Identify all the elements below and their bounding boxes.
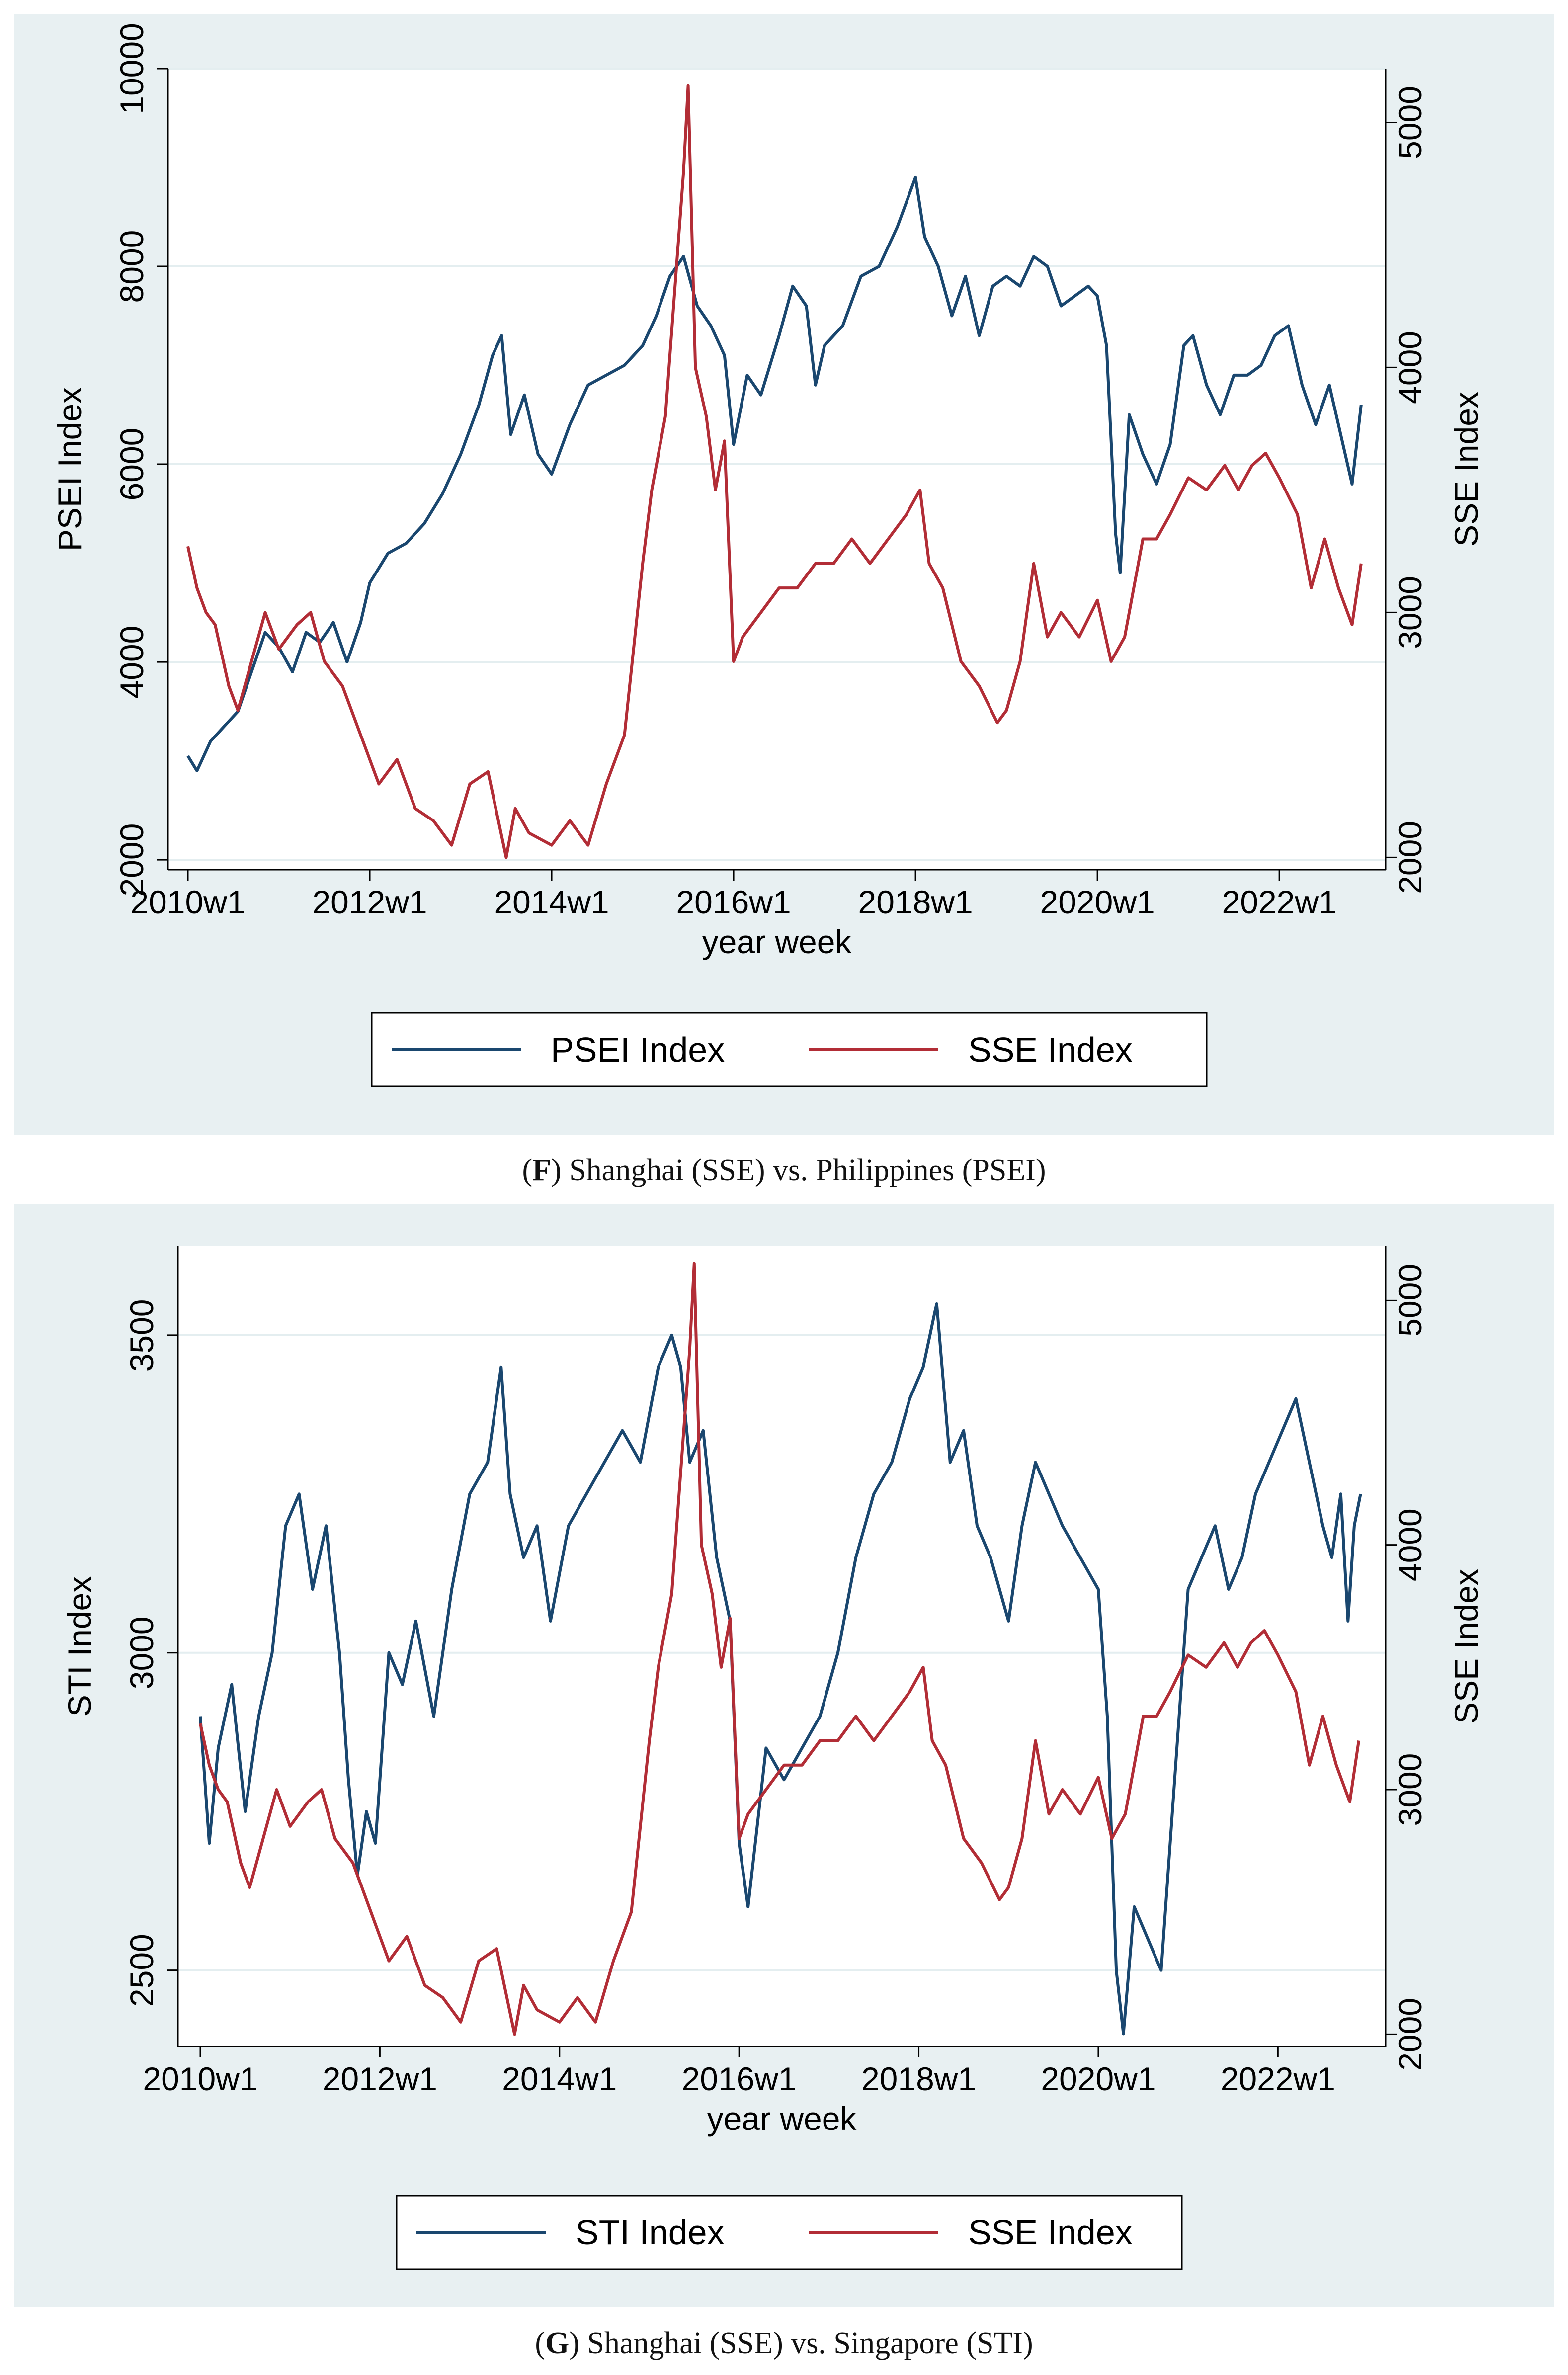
caption-f-letter: F (532, 1153, 552, 1187)
x-tick-label: 2022w1 (1221, 2060, 1335, 2097)
y-tick-label-left: 6000 (113, 428, 150, 501)
y-tick-label-right: 4000 (1392, 1508, 1428, 1581)
x-tick-label: 2014w1 (502, 2060, 617, 2097)
x-tick-label: 2016w1 (682, 2060, 797, 2097)
y-tick-label-left: 8000 (113, 230, 150, 303)
caption-g-text: Shanghai (SSE) vs. Singapore (STI) (587, 2326, 1033, 2360)
chart-panel-g: 2500 3000 3500 2000 3000 4000 5000 2010w1 2012w1… (14, 1204, 1554, 2307)
caption-g: (G) Shanghai (SSE) vs. Singapore (STI) (535, 2326, 1033, 2360)
series-line-sse-index (199, 1262, 1360, 2036)
x-tick-label: 2012w1 (323, 2060, 437, 2097)
caption-g-letter: G (545, 2326, 570, 2360)
y-tick-label-left: 2500 (123, 1934, 160, 2007)
legend: PSEI Index SSE Index (371, 1012, 1208, 1087)
legend-label: STI Index (576, 2213, 725, 2252)
caption-f-text: Shanghai (SSE) vs. Philippines (PSEI) (569, 1153, 1046, 1187)
y-tick-label-right: 5000 (1392, 1264, 1428, 1337)
x-tick-label: 2010w1 (130, 884, 245, 920)
chart-panel-f: 2000 4000 6000 8000 10000 2000 3000 4000 5000 201… (14, 14, 1554, 1135)
legend-label: PSEI Index (551, 1030, 725, 1069)
y-axis-title-right: SSE Index (1448, 392, 1485, 547)
y-tick-label-right: 4000 (1392, 331, 1428, 404)
series-line-sse-index (186, 84, 1363, 859)
x-tick-label: 2018w1 (858, 884, 973, 920)
x-axis-title: year week (707, 2100, 857, 2137)
y-tick-label-left: 3000 (123, 1616, 160, 1689)
y-tick-label-right: 2000 (1392, 1998, 1428, 2071)
y-tick-label-left: 10000 (113, 23, 150, 114)
x-tick-label: 2020w1 (1040, 884, 1155, 920)
y-axis-title-left: STI Index (61, 1576, 98, 1717)
y-tick-label-left: 4000 (113, 626, 150, 699)
x-tick-label: 2020w1 (1041, 2060, 1155, 2097)
x-axis-title: year week (702, 923, 852, 960)
chart-f-svg: 2000 4000 6000 8000 10000 2000 3000 4000 5000 201… (51, 23, 1485, 1087)
legend: STI Index SSE Index (396, 2195, 1183, 2270)
y-tick-label-left: 2000 (113, 823, 150, 897)
y-axis-title-left: PSEI Index (51, 387, 88, 551)
x-tick-label: 2012w1 (312, 884, 427, 920)
y-tick-label-right: 2000 (1392, 821, 1428, 894)
plot-area (178, 1246, 1386, 2047)
legend-label: SSE Index (968, 1030, 1133, 1069)
y-tick-label-right: 3000 (1392, 1753, 1428, 1826)
x-tick-label: 2016w1 (676, 884, 791, 920)
x-tick-label: 2022w1 (1222, 884, 1337, 920)
y-tick-label-right: 3000 (1392, 576, 1428, 649)
chart-g-svg: 2500 3000 3500 2000 3000 4000 5000 2010w1 2012w1… (61, 1246, 1485, 2270)
x-tick-label: 2010w1 (143, 2060, 257, 2097)
legend-label: SSE Index (968, 2213, 1133, 2252)
caption-f: (F) Shanghai (SSE) vs. Philippines (PSEI… (522, 1153, 1046, 1187)
plot-area (168, 69, 1386, 870)
x-tick-label: 2018w1 (861, 2060, 976, 2097)
y-axis-title-right: SSE Index (1448, 1569, 1485, 1724)
series-line-sti-index (199, 1302, 1362, 2036)
series-line-psei-index (186, 175, 1363, 772)
y-tick-label-left: 3500 (123, 1299, 160, 1372)
y-tick-label-right: 5000 (1392, 86, 1428, 159)
x-tick-label: 2014w1 (494, 884, 609, 920)
